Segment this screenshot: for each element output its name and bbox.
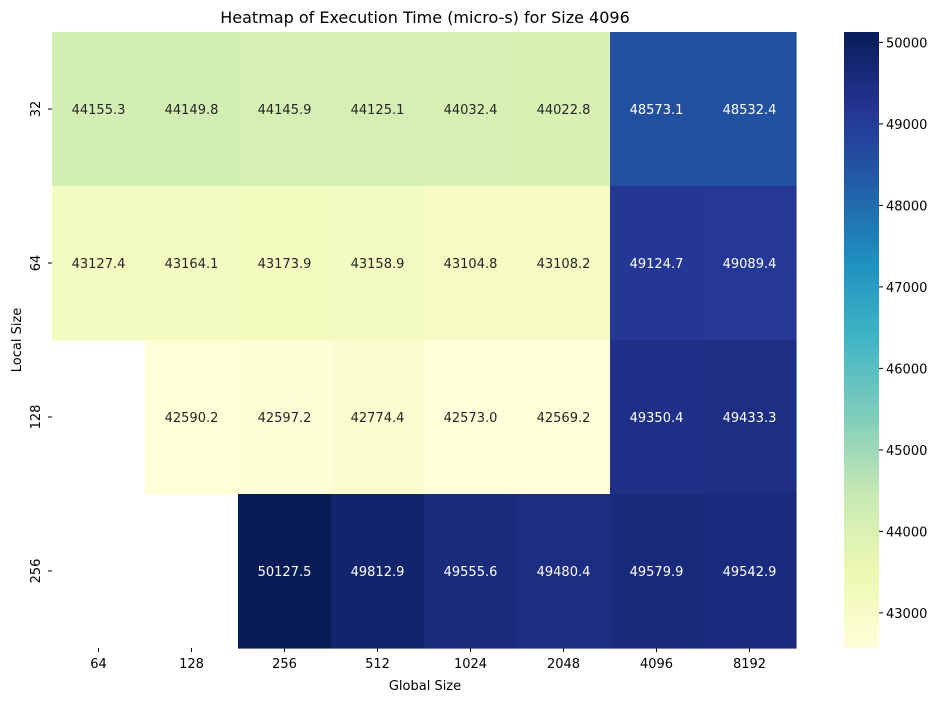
- cell-value-label: 44149.8: [165, 103, 219, 118]
- x-tick-label: 8192: [733, 657, 766, 672]
- x-tick-label: 4096: [640, 657, 673, 672]
- heatmap-cell: [145, 32, 239, 187]
- heatmap-cell: [145, 340, 239, 495]
- cell-value-label: 43108.2: [537, 257, 591, 272]
- colorbar-tick-label: 46000: [886, 362, 927, 377]
- y-axis-label: Local Size: [10, 308, 25, 373]
- cell-value-label: 44022.8: [537, 103, 591, 118]
- colorbar-tick-label: 43000: [886, 607, 927, 622]
- cell-value-label: 42774.4: [351, 411, 405, 426]
- heatmap-cell: [517, 494, 611, 649]
- heatmap-cell: [331, 494, 425, 649]
- colorbar-tick-label: 50000: [886, 36, 927, 51]
- cell-value-label: 43158.9: [351, 257, 405, 272]
- heatmap-cell: [52, 32, 146, 187]
- cell-value-label: 50127.5: [258, 565, 312, 580]
- cell-value-label: 42597.2: [258, 411, 312, 426]
- cell-value-label: 43164.1: [165, 257, 219, 272]
- colorbar-tick-label: 48000: [886, 199, 927, 214]
- heatmap-cell: [238, 186, 332, 341]
- cell-value-label: 42573.0: [444, 411, 498, 426]
- colorbar: [844, 32, 879, 648]
- heatmap-cell: [424, 186, 518, 341]
- cell-value-label: 42569.2: [537, 411, 591, 426]
- cell-value-label: 49555.6: [444, 565, 498, 580]
- cell-value-label: 44155.3: [72, 103, 126, 118]
- cell-value-label: 44032.4: [444, 103, 498, 118]
- heatmap-cell: [424, 340, 518, 495]
- heatmap-cell: [703, 32, 797, 187]
- cell-value-label: 49480.4: [537, 565, 591, 580]
- cell-value-label: 49433.3: [723, 411, 777, 426]
- heatmap-cell: [424, 32, 518, 187]
- heatmap-cell: [238, 340, 332, 495]
- heatmap-cell: [610, 186, 704, 341]
- y-tick-label: 256: [29, 559, 44, 584]
- cell-value-label: 49579.9: [630, 565, 684, 580]
- x-tick-label: 1024: [454, 657, 487, 672]
- heatmap-cell: [238, 494, 332, 649]
- heatmap-cell: [331, 32, 425, 187]
- heatmap-cell: [238, 32, 332, 187]
- cell-value-label: 49089.4: [723, 257, 777, 272]
- x-tick-label: 64: [90, 657, 107, 672]
- heatmap-cell: [703, 340, 797, 495]
- cell-value-label: 49542.9: [723, 565, 777, 580]
- cell-value-label: 49124.7: [630, 257, 684, 272]
- heatmap-cell: [517, 186, 611, 341]
- colorbar-tick-label: 47000: [886, 281, 927, 296]
- x-axis-ticks: 64 128 256 512 1024 2048 4096 8192: [90, 648, 766, 672]
- cell-value-label: 42590.2: [165, 411, 219, 426]
- heatmap-cell: [610, 494, 704, 649]
- heatmap-cell: [703, 186, 797, 341]
- cell-value-label: 43173.9: [258, 257, 312, 272]
- x-tick-label: 128: [179, 657, 204, 672]
- heatmap-cell: [703, 494, 797, 649]
- colorbar-tick-label: 45000: [886, 444, 927, 459]
- x-tick-label: 256: [272, 657, 297, 672]
- heatmap-cell: [517, 340, 611, 495]
- cell-value-label: 49812.9: [351, 565, 405, 580]
- colorbar-ticks: 43000 44000 45000 46000 47000 48000 49000 50000: [879, 36, 927, 622]
- heatmap-cell: [52, 186, 146, 341]
- x-tick-label: 512: [365, 657, 390, 672]
- heatmap-cell: [610, 340, 704, 495]
- y-tick-label: 64: [29, 255, 44, 272]
- colorbar-tick-label: 49000: [886, 118, 927, 133]
- heatmap-cell: [610, 32, 704, 187]
- cell-value-label: 43104.8: [444, 257, 498, 272]
- colorbar-tick-label: 44000: [886, 525, 927, 540]
- heatmap-cell: [517, 32, 611, 187]
- heatmap-cell: [331, 186, 425, 341]
- cell-value-label: 48573.1: [630, 103, 684, 118]
- cell-value-label: 49350.4: [630, 411, 684, 426]
- y-tick-label: 32: [29, 101, 44, 118]
- heatmap-cell: [424, 494, 518, 649]
- x-tick-label: 2048: [547, 657, 580, 672]
- cell-value-label: 44145.9: [258, 103, 312, 118]
- y-tick-label: 128: [29, 405, 44, 430]
- heatmap-cell: [331, 340, 425, 495]
- cell-value-label: 48532.4: [723, 103, 777, 118]
- chart-title: Heatmap of Execution Time (micro-s) for …: [220, 8, 630, 27]
- x-axis-label: Global Size: [389, 679, 461, 694]
- heatmap-cell: [145, 186, 239, 341]
- heatmap-cells: 44155.3 44149.8 44145.9 44125.1 44032.4 44022…: [52, 32, 797, 649]
- y-axis-ticks: 32 64 128 256: [29, 101, 52, 584]
- cell-value-label: 44125.1: [351, 103, 405, 118]
- cell-value-label: 43127.4: [72, 257, 126, 272]
